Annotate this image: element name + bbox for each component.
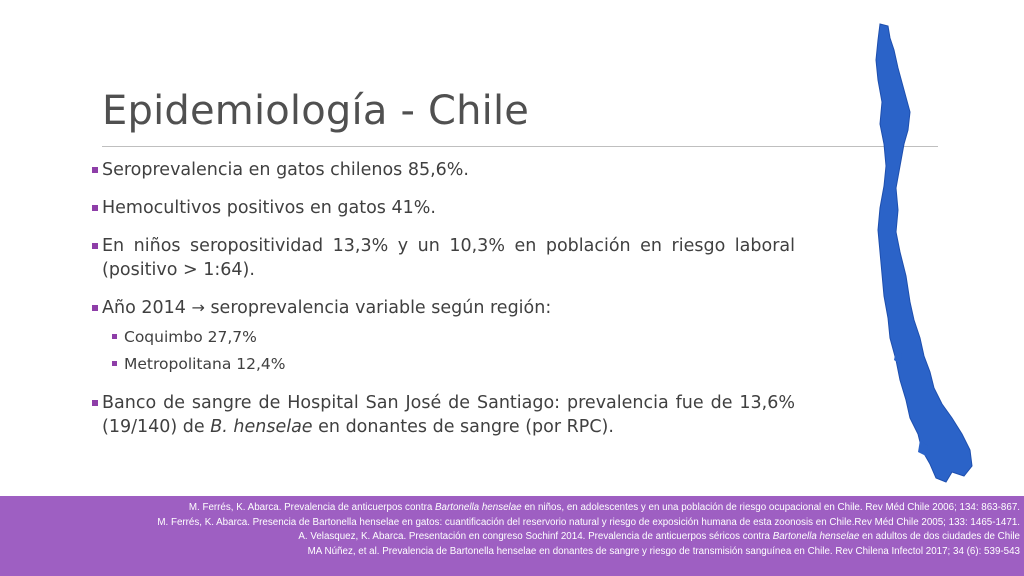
square-bullet-icon — [92, 305, 98, 311]
sub-bullet-text: Metropolitana 12,4% — [124, 355, 286, 373]
square-bullet-icon — [112, 361, 117, 366]
square-bullet-icon — [92, 205, 98, 211]
square-bullet-icon — [112, 334, 117, 339]
bullet-text: Seroprevalencia en gatos chilenos 85,6%. — [102, 160, 469, 180]
bullet-text-region: seroprevalencia variable según región: — [210, 298, 552, 318]
reference-1: M. Ferrés, K. Abarca. Prevalencia de ant… — [2, 501, 1020, 516]
square-bullet-icon — [92, 167, 98, 173]
references-footer: M. Ferrés, K. Abarca. Prevalencia de ant… — [0, 496, 1024, 576]
chile-map-shape — [875, 23, 973, 483]
bullet-item-cats-seroprevalence: Seroprevalencia en gatos chilenos 85,6%. — [92, 158, 795, 182]
references-list: M. Ferrés, K. Abarca. Prevalencia de ant… — [2, 501, 1020, 559]
reference-text: en adultos de dos ciudades de Chile — [862, 531, 1020, 542]
slide-title: Epidemiología - Chile — [102, 88, 530, 134]
chile-island — [918, 440, 928, 456]
bullet-text-year: Año 2014 — [102, 298, 186, 318]
reference-2: M. Ferrés, K. Abarca. Presencia de Barto… — [157, 516, 1020, 528]
chile-island — [894, 350, 902, 364]
bullet-list: Seroprevalencia en gatos chilenos 85,6%.… — [92, 158, 795, 453]
sub-bullet-metropolitana: Metropolitana 12,4% — [92, 353, 795, 375]
sub-bullet-coquimbo: Coquimbo 27,7% — [92, 326, 795, 348]
reference-3: A. Velasquez, K. Abarca. Presentación en… — [2, 530, 1020, 545]
square-bullet-icon — [92, 243, 98, 249]
bullet-item-blood-bank: Banco de sangre de Hospital San José de … — [92, 391, 795, 439]
bullet-item-children: En niños seropositividad 13,3% y un 10,3… — [92, 234, 795, 282]
reference-species: Bartonella henselae — [772, 531, 860, 542]
bullet-text-end: en donantes de sangre (por RPC). — [318, 417, 614, 437]
chile-map-icon — [875, 23, 973, 483]
bullet-text: En niños seropositividad 13,3% y un 10,3… — [102, 236, 795, 280]
sub-bullet-text: Coquimbo 27,7% — [124, 328, 257, 346]
reference-text: A. Velasquez, K. Abarca. Presentación en… — [298, 531, 770, 542]
reference-4: MA Núñez, et al. Prevalencia de Bartonel… — [307, 545, 1020, 557]
reference-text: M. Ferrés, K. Abarca. Prevalencia de ant… — [188, 502, 433, 513]
reference-species: Bartonella henselae — [435, 502, 522, 513]
bullet-item-blood-cultures: Hemocultivos positivos en gatos 41%. — [92, 196, 795, 220]
square-bullet-icon — [92, 400, 98, 406]
bullet-text: Banco de sangre de Hospital San José de … — [102, 393, 795, 437]
bullet-item-year-2014: Año 2014 → seroprevalencia variable segú… — [92, 296, 795, 320]
title-divider — [102, 146, 938, 147]
reference-text: en niños, en adolescentes y en una pobla… — [524, 502, 1020, 513]
right-arrow-icon: → — [191, 298, 205, 317]
bullet-text: Hemocultivos positivos en gatos 41%. — [102, 198, 436, 218]
bullet-text-species: B. henselae — [210, 417, 313, 437]
